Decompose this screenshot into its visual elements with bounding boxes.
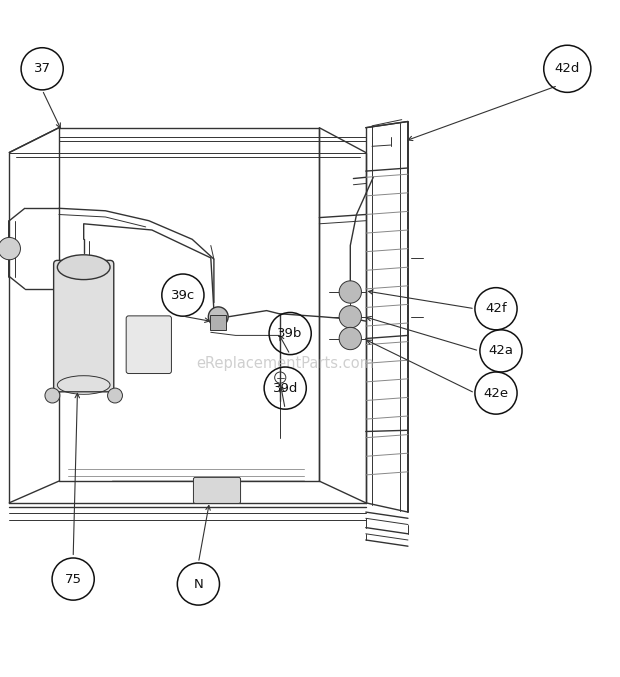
FancyBboxPatch shape xyxy=(193,477,241,504)
Text: 37: 37 xyxy=(33,62,51,75)
Circle shape xyxy=(0,238,20,260)
Text: N: N xyxy=(193,577,203,590)
Text: 42e: 42e xyxy=(484,387,508,399)
FancyBboxPatch shape xyxy=(126,316,171,374)
Text: 39d: 39d xyxy=(273,382,298,395)
FancyBboxPatch shape xyxy=(210,315,226,330)
Text: 42f: 42f xyxy=(485,302,507,315)
Text: 42a: 42a xyxy=(489,345,513,357)
Circle shape xyxy=(45,388,60,403)
Text: 42d: 42d xyxy=(555,62,580,75)
Circle shape xyxy=(339,281,361,303)
Circle shape xyxy=(339,328,361,349)
FancyBboxPatch shape xyxy=(53,261,114,392)
Text: 75: 75 xyxy=(64,573,82,586)
Circle shape xyxy=(108,388,123,403)
Circle shape xyxy=(208,307,228,327)
Text: 39b: 39b xyxy=(278,327,303,340)
Circle shape xyxy=(339,305,361,328)
Text: eReplacementParts.com: eReplacementParts.com xyxy=(197,356,374,371)
Text: 39c: 39c xyxy=(170,288,195,301)
Ellipse shape xyxy=(57,255,110,280)
